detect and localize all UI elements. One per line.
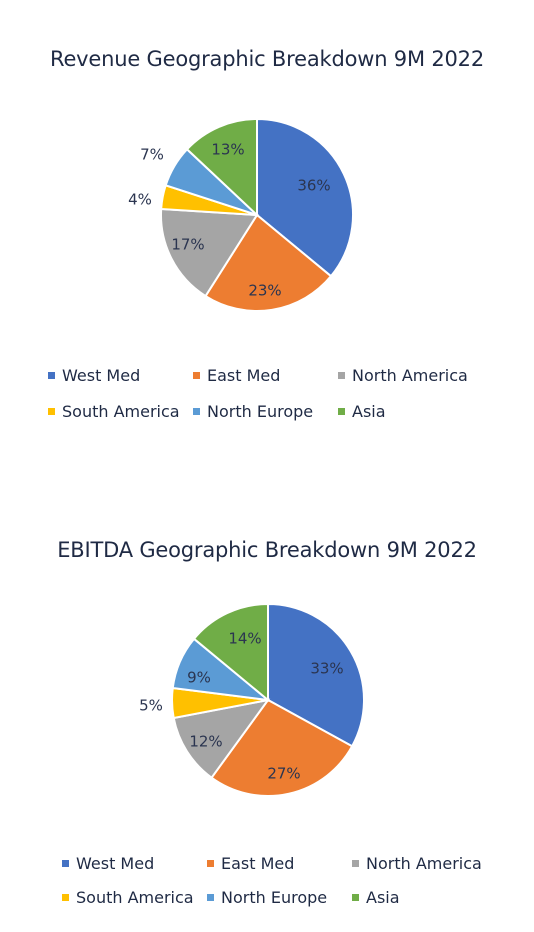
revenue-chart: Revenue Geographic Breakdown 9M 2022 36%… [0,47,534,434]
legend-item: North America [352,854,482,873]
ebitda-chart: EBITDA Geographic Breakdown 9M 2022 33% 2… [0,466,534,932]
legend-swatch [338,372,345,379]
pie-slice-asia [192,602,269,703]
legend-swatch [48,372,55,379]
legend-item: North Europe [193,402,313,421]
legend-label: South America [76,888,194,907]
ebitda-pie: 33% 27% 12% 5% 9% 14% [139,602,365,797]
legend: West Med East Med North America South Ameri… [0,354,534,434]
legend-swatch [207,860,214,867]
slice-label: 33% [310,660,343,678]
revenue-pie: 36% 23% 17% 4% 7% 13% [128,117,354,312]
legend-label: North America [366,854,482,873]
legend-swatch [193,372,200,379]
legend: West Med East Med North America South Ameri… [0,842,534,922]
legend-swatch [338,408,345,415]
legend-swatch [207,894,214,901]
legend-swatch [62,894,69,901]
legend-item: South America [48,402,180,421]
legend-label: South America [62,402,180,421]
legend-label: North America [352,366,468,385]
legend-item: Asia [352,888,400,907]
legend-label: North Europe [221,888,328,907]
slice-label: 7% [140,146,164,164]
chart-title: EBITDA Geographic Breakdown 9M 2022 [57,538,477,562]
slice-label: 14% [228,630,261,648]
pie-slice-north-america [172,698,271,780]
legend-item: South America [62,888,194,907]
pie-slice-east-med [204,213,333,312]
legend-swatch [48,408,55,415]
legend-label: East Med [207,366,281,385]
legend-label: Asia [352,402,386,421]
slice-label: 4% [128,191,152,209]
legend-item: Asia [338,402,386,421]
legend-label: West Med [76,854,155,873]
legend-swatch [193,408,200,415]
slice-label: 13% [211,141,244,159]
legend-item: North Europe [207,888,327,907]
legend-label: Asia [366,888,400,907]
pie-slice-west-med [267,602,365,748]
slice-label: 5% [139,697,163,715]
pie-slice-asia [185,117,258,218]
legend-item: West Med [62,854,154,873]
legend-label: North Europe [207,402,314,421]
slice-label: 27% [267,765,300,783]
slice-label: 36% [297,177,330,195]
chart-title: Revenue Geographic Breakdown 9M 2022 [50,47,484,71]
legend-label: East Med [221,854,295,873]
legend-swatch [352,894,359,901]
legend-swatch [62,860,69,867]
legend-item: East Med [193,366,280,385]
slice-label: 12% [189,733,222,751]
pie-slice-north-america [160,207,259,298]
legend-item: North America [338,366,468,385]
legend-swatch [352,860,359,867]
pie-slice-west-med [256,117,354,278]
slice-label: 23% [248,282,281,300]
legend-label: West Med [62,366,141,385]
legend-item: West Med [48,366,140,385]
slice-label: 9% [187,669,211,687]
pie-slice-east-med [210,698,354,797]
legend-item: East Med [207,854,294,873]
slice-label: 17% [171,236,204,254]
